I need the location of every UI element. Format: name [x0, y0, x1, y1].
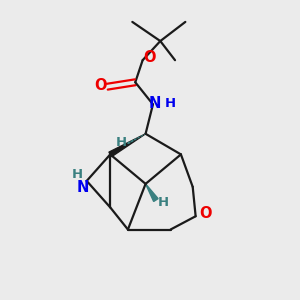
Polygon shape: [146, 184, 158, 202]
Text: N: N: [148, 96, 160, 111]
Polygon shape: [109, 134, 146, 157]
Text: H: H: [165, 97, 176, 110]
Text: H: H: [158, 196, 169, 209]
Text: O: O: [199, 206, 211, 221]
Text: O: O: [144, 50, 156, 65]
Text: H: H: [116, 136, 127, 148]
Text: H: H: [72, 168, 83, 181]
Text: N: N: [77, 180, 89, 195]
Text: O: O: [94, 78, 107, 93]
